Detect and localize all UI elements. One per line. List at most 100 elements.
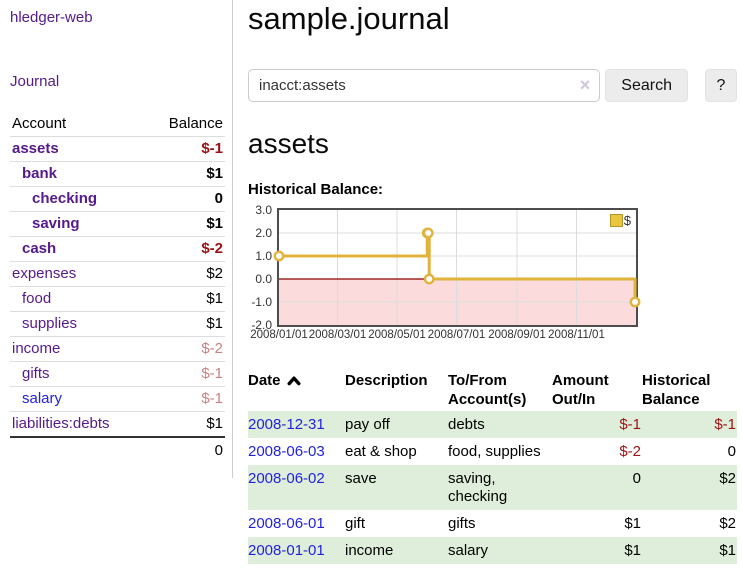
sidebar-item-journal[interactable]: Journal [10,73,60,90]
search-bar: × Search ? [248,69,737,102]
y-axis-tick-label: 2.0 [255,226,272,240]
transaction-accounts: food, supplies [448,443,541,460]
x-axis-tick-label: 2008/11/01 [548,329,605,341]
x-axis-tick-label: 2008/09/01 [488,329,546,341]
accounts-header-balance: Balance [145,111,225,137]
sidebar: hledger-web Journal Account Balance asse… [0,0,233,478]
y-axis-tick-label: 0.0 [255,272,272,286]
transaction-date-link[interactable]: 2008-06-01 [248,515,325,532]
account-link[interactable]: gifts [22,365,50,382]
search-button[interactable]: Search [605,69,688,102]
account-row: checking 0 [10,186,225,212]
transaction-accounts: saving, checking [448,465,552,510]
accounts-table: Account Balance assets $-1 bank $1 check… [10,111,225,464]
transaction-accounts: salary [448,537,552,564]
column-header-accounts: To/From Account(s) [448,372,527,408]
transaction-amount: $1 [552,537,642,564]
x-axis-tick-label: 2008/03/01 [308,329,367,341]
account-balance: $1 [145,211,225,237]
transaction-date-link[interactable]: 2008-06-02 [248,470,325,487]
account-balance: $1 [145,311,225,337]
transaction-amount: 0 [552,465,642,510]
account-balance: $1 [206,415,223,432]
account-row: saving $1 [10,211,225,237]
transaction-row: 2008-12-31 pay off debts $-1 $-1 [248,411,737,438]
x-axis-tick-label: 2008/01/01 [250,329,308,341]
chart-label: Historical Balance: [248,181,384,198]
transaction-accounts: debts [448,411,552,438]
account-link[interactable]: expenses [12,265,77,282]
column-header-date[interactable]: Date [248,369,345,411]
search-input[interactable] [248,69,601,102]
transaction-balance: 0 [727,443,736,460]
account-balance: $-1 [145,361,225,387]
account-link[interactable]: bank [22,165,58,182]
account-link[interactable]: liabilities:debts [12,415,110,432]
account-balance: $2 [145,261,225,287]
account-balance: $-2 [145,336,225,362]
transaction-amount: $1 [624,515,641,532]
y-axis-tick-label: -1.0 [251,295,272,309]
account-link[interactable]: supplies [22,315,78,332]
account-row: supplies $1 [10,311,225,337]
account-link[interactable]: salary [22,390,63,407]
main-content: sample.journal × Search ? assets Histori… [233,0,742,564]
account-row: food $1 [10,286,225,312]
x-axis-tick-label: 2008/05/01 [368,329,426,341]
account-link[interactable]: saving [32,215,80,232]
account-balance: 0 [145,186,225,212]
transaction-date-link[interactable]: 2008-01-01 [248,542,325,559]
accounts-total-row: 0 [10,436,225,464]
clear-search-icon[interactable]: × [579,75,591,95]
transaction-row: 2008-01-01 income salary $1 $1 [248,537,737,564]
account-link[interactable]: checking [32,190,98,207]
account-link[interactable]: food [22,290,52,307]
chart-plot-area: $ [273,208,641,327]
transaction-balance: $-1 [642,411,737,438]
transaction-row: 2008-06-01 gift gifts $1 $2 [248,510,737,537]
account-row: assets $-1 [10,136,225,162]
transaction-date-link[interactable]: 2008-12-31 [248,416,325,433]
account-row: expenses $2 [10,261,225,287]
account-row: liabilities:debts $1 [10,412,225,438]
legend-swatch-icon [609,214,623,227]
y-axis-tick-label: 3.0 [255,203,272,217]
transaction-description: pay off [345,411,448,438]
account-link[interactable]: assets [12,140,59,157]
account-balance: $1 [145,286,225,312]
column-header-description: Description [345,372,428,389]
transaction-row: 2008-06-02 save saving, checking 0 $2 [248,465,737,510]
account-row: salary $-1 [10,386,225,412]
column-header-balance: Historical Balance [642,372,711,408]
account-row: gifts $-1 [10,361,225,387]
account-balance: $1 [145,161,225,187]
column-header-amount: Amount Out/In [552,372,609,408]
app-window: hledger-web Journal Account Balance asse… [0,0,742,564]
account-title: assets [248,128,329,159]
help-button[interactable]: ? [705,69,737,102]
app-title-link[interactable]: hledger-web [10,9,93,26]
transactions-table: Date Description To/From Account(s) Amou… [248,369,737,564]
sort-ascending-icon [287,376,301,386]
chart-canvas [273,210,641,325]
transaction-balance: $2 [642,465,737,510]
transaction-amount: $-2 [619,443,641,460]
account-balance: $-2 [145,236,225,262]
transaction-amount: $-1 [552,411,642,438]
account-link[interactable]: cash [22,240,57,257]
x-axis-tick-label: 2008/07/01 [427,329,486,341]
transaction-balance: $2 [719,515,736,532]
accounts-header-account: Account [10,111,146,137]
page-title: sample.journal [248,1,450,36]
transaction-row: 2008-06-03 eat & shop food, supplies $-2… [248,438,737,465]
y-axis-tick-label: 1.0 [255,249,272,263]
account-row: income $-2 [10,336,225,362]
account-row: bank $1 [10,161,225,187]
account-link[interactable]: income [12,340,61,357]
transaction-balance: $1 [642,537,737,564]
transaction-date-link[interactable]: 2008-06-03 [248,443,325,460]
transaction-description: eat & shop [345,443,417,460]
chart-legend: $ [609,213,631,228]
transaction-description: gift [345,515,366,532]
transaction-description: save [345,465,448,510]
